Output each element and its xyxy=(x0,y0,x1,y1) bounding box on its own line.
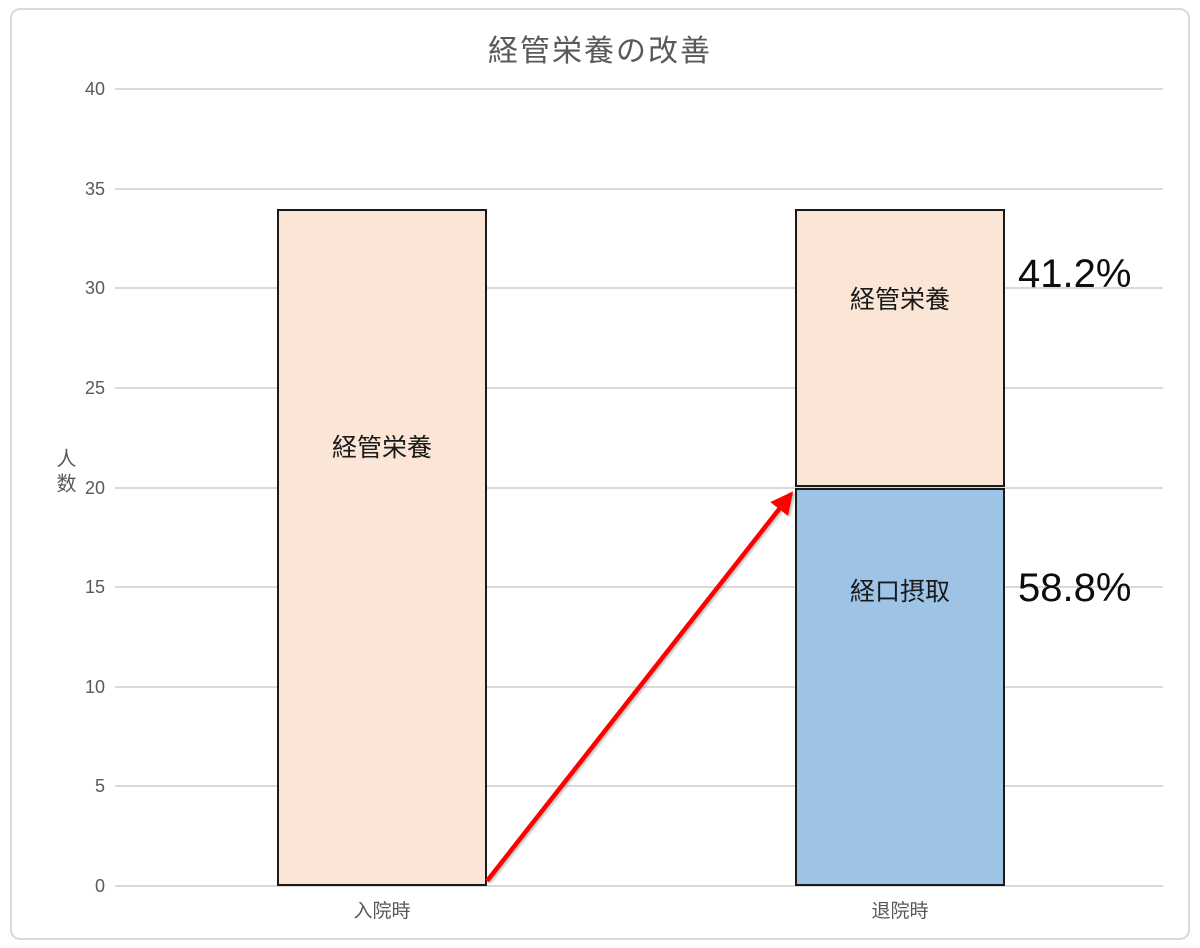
bar-segment-oral-intake xyxy=(795,487,1005,886)
bar-segment-label: 経口摂取 xyxy=(849,578,950,606)
gridline xyxy=(115,88,1163,90)
figure-border xyxy=(10,8,1190,940)
gridline xyxy=(115,685,1163,688)
y-axis-tick-label: 30 xyxy=(84,278,105,299)
y-axis-tick-label: 35 xyxy=(84,178,105,199)
bar-segment-label: 経管栄養 xyxy=(849,286,950,314)
bar-segment-label: 経管栄養 xyxy=(331,434,432,462)
percent-label: 41.2% xyxy=(1018,252,1132,296)
bar-segment-tube-feeding xyxy=(277,208,487,886)
y-axis-tick-label: 15 xyxy=(84,577,105,598)
gridline xyxy=(115,486,1163,489)
gridline xyxy=(115,187,1163,190)
percent-label: 58.8% xyxy=(1018,566,1132,610)
y-axis-tick-label: 25 xyxy=(84,377,105,398)
chart-title: 経管栄養の改善 xyxy=(488,35,712,68)
y-axis-tick-label: 0 xyxy=(94,876,105,896)
gridline xyxy=(115,386,1163,389)
gridline xyxy=(115,586,1163,589)
gridline xyxy=(115,885,1163,887)
gridline xyxy=(115,785,1163,788)
y-axis-title: 人数 xyxy=(53,448,75,498)
x-axis-label: 入院時 xyxy=(353,901,411,922)
x-axis-label: 退院時 xyxy=(871,901,929,922)
bar-segment-tube-feeding xyxy=(795,208,1005,488)
gridline xyxy=(115,287,1163,290)
y-axis-tick-label: 10 xyxy=(84,676,105,697)
y-axis-tick-label: 40 xyxy=(84,79,105,99)
y-axis-tick-label: 5 xyxy=(94,776,105,797)
y-axis-tick-label: 20 xyxy=(84,477,105,498)
